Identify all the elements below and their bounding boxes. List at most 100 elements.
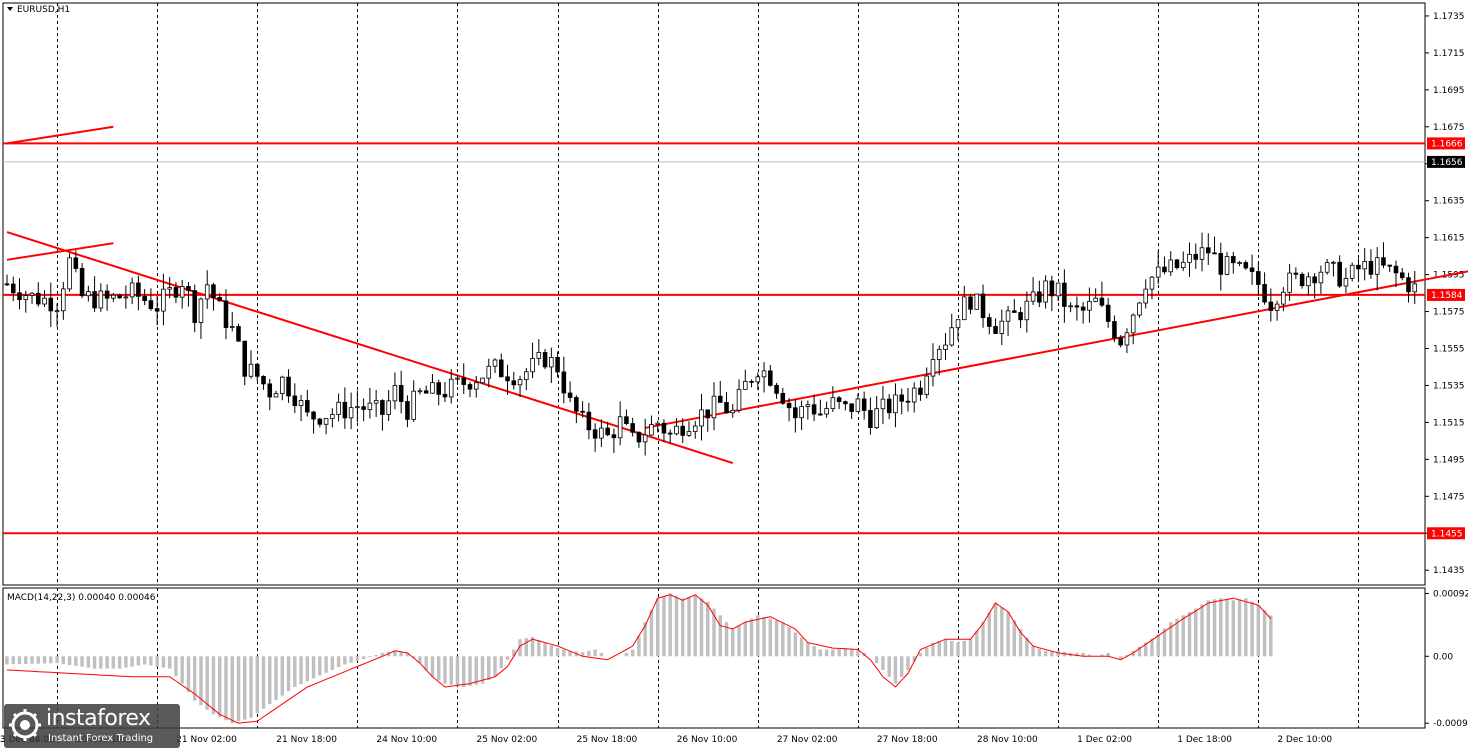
candle-body — [1062, 282, 1067, 307]
candle-body — [574, 397, 579, 412]
trend-line — [6, 242, 114, 261]
candle-body — [1112, 321, 1117, 339]
candle-body — [1143, 288, 1148, 304]
candle-body — [1168, 259, 1174, 273]
candle-body — [111, 294, 116, 299]
time-tick-label: 21 Nov 02:00 — [176, 735, 237, 745]
candle-body — [242, 340, 248, 377]
candle-body — [486, 365, 492, 379]
candle-body — [774, 384, 779, 394]
price-level-tag — [1427, 288, 1465, 301]
price-tick-label: 1.1575 — [1433, 308, 1465, 318]
trend-line — [6, 231, 734, 465]
candle-body — [417, 390, 423, 393]
candle-body — [436, 382, 441, 395]
candle-body — [899, 394, 904, 402]
candle-body — [1387, 264, 1392, 267]
candle-body — [423, 390, 429, 394]
candle-body — [79, 268, 85, 297]
candle-body — [223, 300, 229, 328]
candle-body — [173, 287, 179, 298]
candle-body — [1118, 337, 1123, 346]
candle-body — [1037, 291, 1042, 303]
time-tick-label: 26 Nov 10:00 — [677, 735, 738, 745]
candle-body — [1249, 267, 1255, 272]
candle-body — [1287, 272, 1292, 293]
candle-body — [1005, 310, 1011, 322]
candle-body — [267, 383, 273, 398]
price-chart-title: EURUSD,H1 — [17, 5, 70, 15]
candle-body — [254, 363, 260, 377]
candle-body — [104, 290, 110, 299]
candle-body — [129, 282, 135, 298]
candle-body — [955, 319, 961, 329]
candle-body — [599, 427, 604, 439]
trend-line — [6, 125, 114, 145]
candle-body — [1193, 253, 1199, 260]
macd-title: MACD(14,22,3) 0.00040 0.00046 — [7, 593, 156, 603]
candle-body — [473, 382, 479, 390]
candle-body — [893, 394, 898, 414]
candle-body — [1337, 261, 1342, 287]
candle-body — [567, 392, 573, 398]
candle-body — [261, 375, 266, 385]
candle-body — [911, 387, 917, 403]
candle-body — [592, 429, 598, 439]
candle-body — [761, 370, 767, 378]
candle-body — [1080, 306, 1086, 311]
time-tick-label: 27 Nov 18:00 — [877, 735, 938, 745]
candle-body — [211, 284, 216, 298]
candle-body — [204, 284, 210, 300]
candle-body — [730, 409, 736, 414]
candle-body — [624, 416, 629, 424]
candle-body — [517, 379, 523, 386]
time-tick-label: 27 Nov 02:00 — [777, 735, 838, 745]
candle-body — [1256, 271, 1261, 285]
candle-body — [29, 292, 35, 296]
candle-body — [768, 370, 773, 386]
candle-body — [380, 400, 385, 415]
candle-body — [949, 327, 955, 346]
candle-body — [286, 376, 291, 397]
candle-body — [98, 290, 104, 309]
candle-body — [1349, 264, 1355, 279]
candle-body — [1030, 291, 1036, 302]
time-tick-label: 21 Nov 18:00 — [276, 735, 337, 745]
candle-body — [480, 377, 485, 384]
current-price-tag-label: 1.1656 — [1431, 158, 1463, 168]
candle-body — [148, 300, 154, 310]
candle-body — [786, 402, 792, 409]
candle-body — [1324, 262, 1330, 273]
macd-signal-line — [6, 594, 1272, 724]
candle-body — [1274, 303, 1280, 311]
candle-body — [1356, 264, 1361, 270]
candle-body — [674, 425, 679, 435]
candle-body — [305, 400, 310, 413]
time-tick-label: 24 Nov 10:00 — [376, 735, 437, 745]
candle-body — [311, 411, 316, 420]
candle-body — [336, 401, 341, 415]
candle-body — [67, 257, 72, 290]
candle-body — [755, 376, 761, 383]
candle-body — [1406, 277, 1411, 293]
candle-body — [649, 424, 654, 436]
candle-body — [855, 398, 861, 412]
candle-body — [642, 434, 648, 443]
candle-body — [1124, 332, 1130, 346]
candle-body — [974, 293, 980, 310]
watermark-brand: instaforex — [46, 706, 151, 731]
candle-body — [924, 375, 930, 395]
time-tick-label: 1 Dec 02:00 — [1077, 735, 1132, 745]
candle-body — [355, 406, 360, 409]
candle-body — [549, 356, 554, 368]
price-tick-label: 1.1515 — [1433, 418, 1465, 428]
watermark-tagline: Instant Forex Trading — [48, 733, 154, 744]
candle-body — [1212, 252, 1217, 255]
candle-body — [373, 400, 379, 404]
candle-body — [1087, 300, 1092, 311]
candle-body — [636, 431, 642, 443]
candle-body — [943, 344, 948, 350]
candle-body — [467, 384, 473, 390]
